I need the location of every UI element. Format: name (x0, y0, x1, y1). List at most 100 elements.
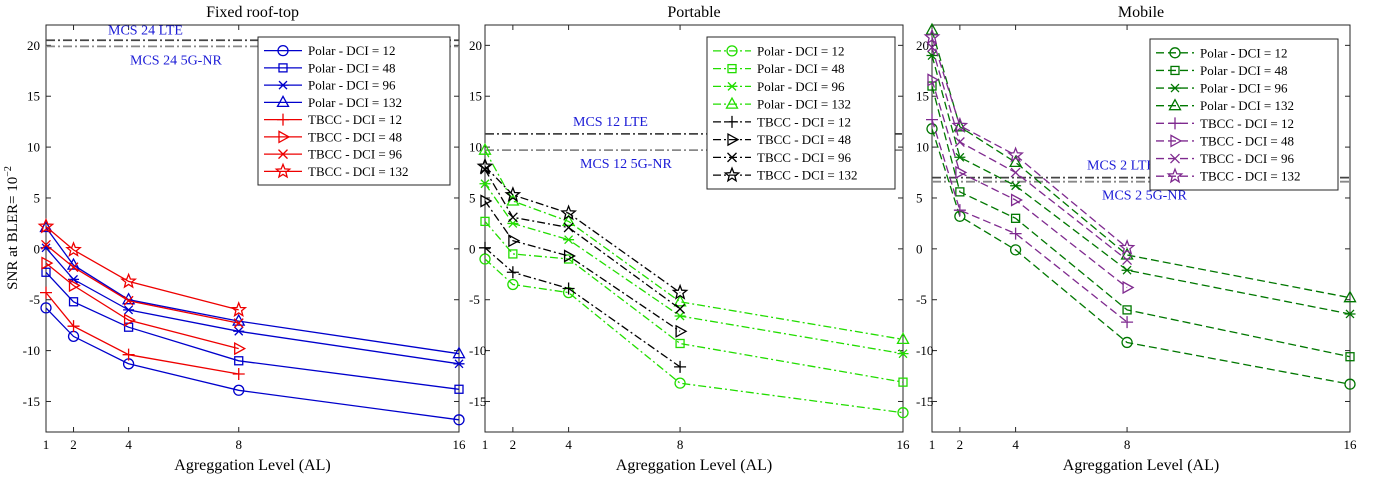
data-point (123, 295, 134, 306)
y-tick-label: 15 (27, 89, 40, 104)
legend-entry: Polar - DCI = 12 (1200, 45, 1288, 60)
legend-marker (278, 130, 291, 144)
x-axis-label: Agreggation Level (AL) (616, 457, 772, 474)
x-tick-label: 8 (677, 437, 684, 452)
y-tick-label: -10 (23, 343, 40, 358)
series (40, 286, 245, 381)
data-point (41, 256, 54, 270)
x-tick-label: 16 (1344, 437, 1358, 452)
series (37, 217, 248, 318)
data-point (508, 234, 521, 248)
data-point (671, 283, 689, 300)
series-line (45, 244, 239, 324)
legend-entry: Polar - DCI = 48 (757, 61, 845, 76)
data-point (68, 262, 79, 273)
data-point (123, 313, 136, 327)
reference-label: MCS 12 LTE (573, 115, 648, 130)
data-point (480, 216, 490, 227)
legend-entry: TBCC - DCI = 132 (757, 168, 858, 183)
data-point (927, 73, 940, 87)
x-tick-label: 1 (482, 437, 489, 452)
data-point (122, 348, 135, 361)
series-line (45, 307, 460, 421)
y-tick-label: 0 (469, 241, 476, 256)
data-point (479, 253, 491, 265)
data-point (926, 51, 938, 60)
data-point (454, 384, 464, 394)
data-point (40, 302, 52, 314)
series (927, 42, 1133, 266)
y-tick-label: 5 (34, 190, 41, 205)
data-point (41, 267, 51, 277)
legend-marker (277, 44, 289, 57)
data-point (453, 359, 465, 369)
data-point (508, 249, 518, 259)
legend-marker (1170, 134, 1183, 148)
data-point (1344, 378, 1356, 390)
data-point (898, 377, 908, 387)
legend-box (257, 36, 451, 186)
legend-entry: TBCC - DCI = 48 (1200, 133, 1294, 148)
data-point (560, 204, 577, 221)
series (480, 194, 688, 338)
data-point (927, 42, 937, 53)
y-tick-label: -15 (469, 394, 486, 409)
data-point (41, 239, 51, 250)
data-point (1122, 280, 1135, 295)
y-tick-label: 20 (916, 38, 929, 53)
series (476, 157, 689, 300)
legend-marker (276, 95, 290, 108)
data-point (120, 272, 138, 289)
legend-marker (1169, 117, 1181, 130)
data-point (674, 360, 687, 373)
legend-marker (726, 115, 738, 128)
series (41, 239, 244, 329)
legend-marker (727, 63, 737, 74)
data-point (67, 320, 80, 333)
data-point (232, 368, 245, 381)
data-point (674, 377, 686, 389)
data-point (1010, 193, 1023, 207)
data-point (480, 194, 493, 208)
data-point (955, 187, 965, 197)
chart-panel-2: Portable 1 2 4 8 16 Agreggation Level (AL) -15 -… (469, 4, 910, 474)
data-point (479, 179, 491, 189)
data-point (234, 342, 247, 356)
legend-entry: Polar - DCI = 12 (757, 43, 845, 58)
legend-marker (726, 45, 738, 57)
y-tick-label: 0 (34, 241, 41, 256)
legend-entry: Polar - DCI = 96 (1200, 81, 1288, 96)
legend-entry: TBCC - DCI = 96 (1200, 151, 1295, 166)
series (926, 123, 1356, 390)
series (39, 220, 466, 359)
data-point (65, 241, 82, 257)
data-point (562, 282, 575, 295)
data-point (37, 217, 55, 234)
legend-marker (1169, 47, 1181, 59)
data-point (1010, 213, 1021, 223)
chart-title: Portable (667, 4, 720, 21)
reference-label: MCS 24 5G-NR (130, 53, 222, 68)
x-tick-label: 1 (43, 437, 50, 452)
data-point (926, 113, 938, 126)
y-tick-label: 15 (916, 89, 929, 104)
legend-entry: Polar - DCI = 132 (757, 97, 851, 112)
data-point (452, 346, 466, 359)
y-tick-label: 5 (916, 190, 923, 205)
data-point (507, 212, 518, 223)
data-point (1009, 244, 1022, 256)
series-line (931, 85, 1351, 358)
series-line (484, 247, 681, 368)
x-tick-label: 16 (897, 437, 911, 452)
x-tick-label: 16 (453, 437, 467, 452)
series (479, 253, 909, 419)
y-tick-label: -5 (29, 292, 40, 307)
x-tick-label: 8 (235, 437, 242, 452)
legend-entry: Polar - DCI = 48 (1200, 63, 1288, 78)
legend-entry: TBCC - DCI = 12 (1200, 116, 1294, 131)
reference-label: MCS 24 LTE (108, 23, 183, 38)
data-point (453, 414, 465, 426)
data-point (675, 303, 686, 314)
legend-marker (278, 63, 288, 73)
data-point (479, 241, 491, 254)
